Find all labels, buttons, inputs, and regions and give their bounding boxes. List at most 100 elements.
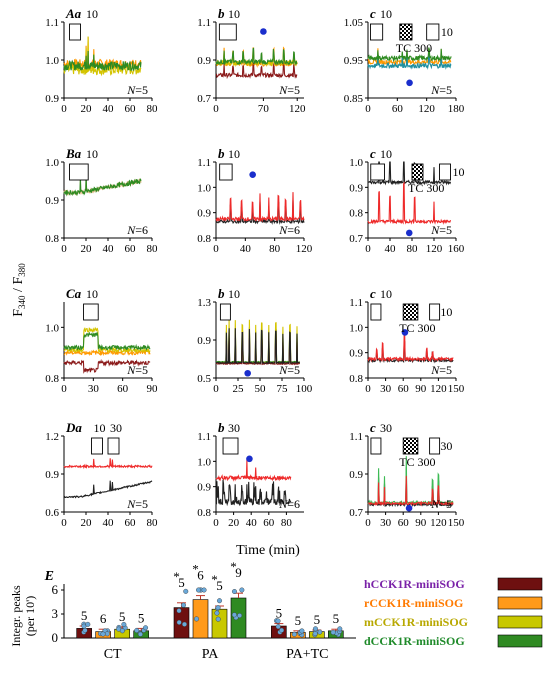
- x-tick-label: 60: [125, 517, 137, 529]
- y-tick-label: 6: [52, 582, 59, 597]
- trace-line: [215, 47, 298, 66]
- panel-label: b: [218, 146, 225, 161]
- panel-label: Ba: [65, 146, 82, 161]
- y-tick-label: 0.7: [197, 93, 211, 105]
- x-tick-label: 25: [233, 383, 245, 395]
- data-point: [104, 631, 110, 637]
- data-point: [239, 587, 245, 593]
- y-tick-label: 1.2: [45, 431, 59, 443]
- x-tick-label: 120: [418, 103, 435, 115]
- stim-label: 10: [441, 25, 453, 39]
- stim-label: 10: [380, 287, 392, 301]
- n-label: N=5: [126, 497, 148, 511]
- n-label: N=5: [278, 363, 300, 377]
- y-tick-label: 0.95: [344, 55, 364, 67]
- x-tick-label: 120: [296, 243, 313, 255]
- stim-label: 30: [380, 421, 392, 435]
- stimulus-box: [370, 303, 382, 321]
- data-point: [231, 589, 237, 595]
- light-dot: [405, 504, 413, 512]
- trace-line: [63, 331, 151, 351]
- trace-line: [63, 480, 153, 499]
- stim-label: 10: [440, 305, 452, 319]
- y-tick-label: 1.0: [349, 322, 363, 334]
- n-label: N=6: [278, 223, 300, 237]
- legend-label: hCCK1R-miniSOG: [364, 577, 465, 591]
- x-tick-label: 0: [61, 103, 67, 115]
- trace-line: [367, 181, 452, 225]
- y-tick-label: 1.1: [349, 297, 363, 309]
- data-point: [312, 626, 318, 632]
- time-axis-label: Time (min): [236, 543, 300, 558]
- data-point: [183, 588, 189, 594]
- data-point: [181, 621, 187, 627]
- x-tick-label: 60: [117, 383, 129, 395]
- y-tick-label: 0.9: [197, 208, 211, 220]
- stim-label: 30: [440, 439, 452, 453]
- light-dot: [401, 329, 409, 336]
- panel-label: b: [218, 286, 225, 301]
- data-point: [194, 616, 200, 622]
- data-point: [215, 605, 221, 611]
- significance-star: *: [230, 559, 237, 574]
- y-tick-label: 1.1: [197, 431, 211, 443]
- data-point: [121, 621, 127, 627]
- n-count-label: 5: [138, 610, 145, 625]
- light-dot: [244, 369, 251, 377]
- panel-Da: 0.6 0.9 1.2 0 20 40 60 80 Da 10 30 N=5: [45, 420, 158, 529]
- panel-label: b: [218, 6, 225, 21]
- y-tick-label: 3: [52, 606, 59, 621]
- y-tick-label: 0.8: [197, 233, 211, 245]
- legend-swatch: [497, 615, 543, 629]
- x-tick-label: 0: [365, 383, 371, 395]
- y-tick-label: 1.05: [344, 17, 364, 29]
- y-tick-label: 0.9: [197, 55, 211, 67]
- x-tick-label: 120: [430, 383, 447, 395]
- n-count-label: 5: [178, 575, 185, 590]
- x-tick-label: 20: [81, 243, 93, 255]
- x-tick-label: 0: [365, 103, 371, 115]
- x-tick-label: 90: [415, 383, 427, 395]
- category-label: CT: [104, 647, 122, 662]
- x-tick-label: 70: [258, 103, 270, 115]
- n-count-label: 6: [197, 568, 204, 583]
- x-tick-label: 60: [392, 103, 404, 115]
- bar: [230, 597, 247, 639]
- bar: [211, 608, 228, 639]
- n-count-label: 5: [216, 578, 223, 593]
- data-point: [217, 598, 223, 604]
- trace-line: [215, 62, 298, 80]
- stim-label: 30: [110, 421, 122, 435]
- n-label: N=5: [126, 83, 148, 97]
- x-tick-label: 30: [380, 383, 392, 395]
- data-point: [312, 631, 318, 637]
- n-label: N=5: [430, 363, 452, 377]
- trace-line: [63, 348, 151, 357]
- x-tick-label: 30: [88, 383, 100, 395]
- trace-line: [367, 475, 454, 507]
- tc-label: TC 300: [408, 181, 444, 195]
- data-point: [85, 621, 91, 627]
- tc-stimulus-box: [402, 303, 419, 321]
- trace-line: [367, 333, 454, 363]
- n-label: N=5: [278, 83, 300, 97]
- x-tick-label: 120: [426, 243, 443, 255]
- x-tick-label: 0: [365, 517, 371, 529]
- stimulus-box: [219, 163, 233, 181]
- y-axis-label-ratio: F340 / F380: [11, 263, 27, 317]
- y-tick-label: 1.3: [197, 297, 211, 309]
- light-dot: [405, 229, 413, 237]
- x-tick-label: 60: [263, 517, 275, 529]
- y-tick-label: 0.9: [349, 182, 363, 194]
- legend-swatch: [497, 596, 543, 610]
- data-point: [201, 587, 207, 593]
- stim-label: 30: [228, 421, 240, 435]
- x-tick-label: 40: [103, 103, 115, 115]
- panel-Dc: 0.7 0.9 1.1 0 30 60 90 120 150 c 30 TC 300 30 N=5: [349, 420, 465, 529]
- panel-Bb: 0.8 0.9 1.0 1.1 0 40 80 120 b 10 N=6: [197, 146, 313, 255]
- stim-label: 10: [380, 147, 392, 161]
- panel-Cb: 0.5 0.9 1.3 0 25 50 75 100 b 10 N=5: [197, 286, 313, 395]
- x-tick-label: 150: [448, 383, 465, 395]
